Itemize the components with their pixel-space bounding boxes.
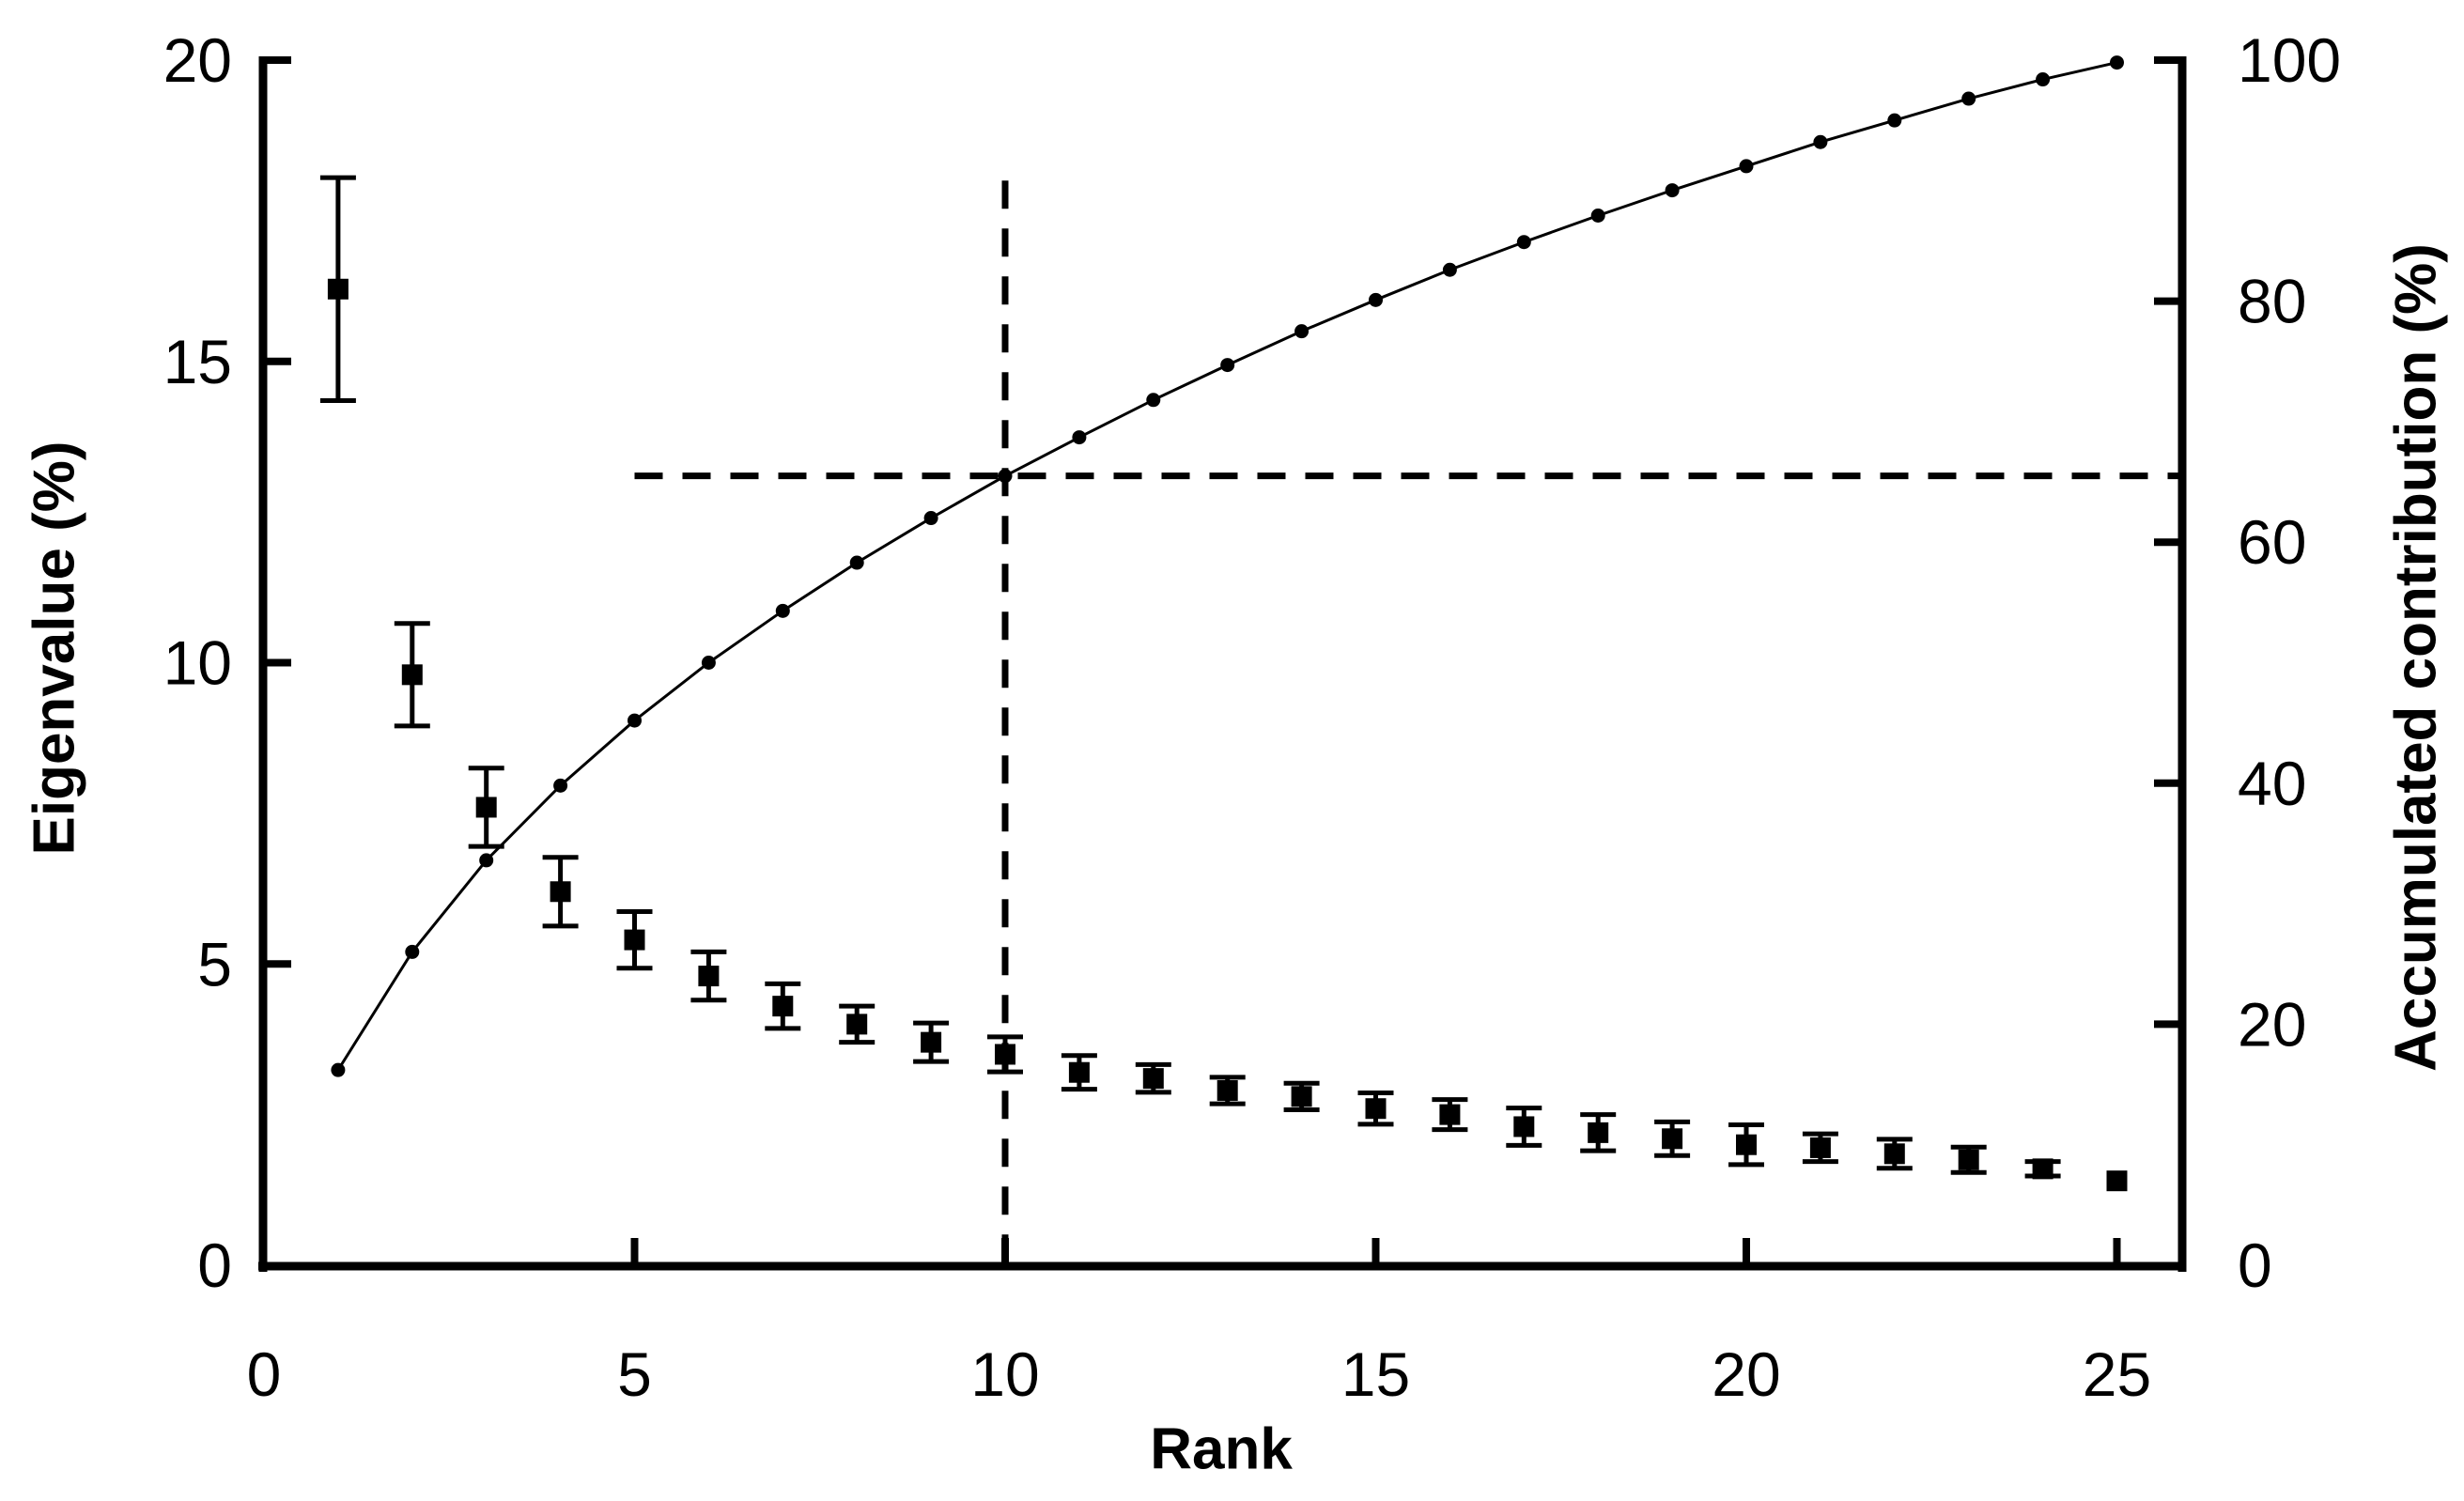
- left-axis-tick-label: 0: [197, 1230, 232, 1300]
- eigenvalue-point: [1365, 1098, 1387, 1120]
- eigenvalue-point: [921, 1031, 942, 1053]
- x-axis-tick-label: 15: [1341, 1339, 1410, 1409]
- x-axis-tick-label: 5: [617, 1339, 652, 1409]
- eigenvalue-point: [1068, 1061, 1090, 1083]
- eigenvalue-point: [327, 278, 349, 300]
- eigenvalue-point: [1291, 1086, 1312, 1107]
- x-axis-tick-label: 0: [247, 1339, 282, 1409]
- eigenvalue-point: [1736, 1134, 1757, 1155]
- accumulated-contribution-point: [628, 713, 642, 728]
- accumulated-contribution-point: [1369, 292, 1383, 307]
- left-axis-tick-label: 15: [163, 327, 232, 396]
- x-axis-tick-label: 20: [1712, 1339, 1780, 1409]
- left-axis-title: Eigenvalue (%): [22, 441, 87, 856]
- eigenvalue-point: [1883, 1143, 1905, 1165]
- x-axis-tick-label: 10: [970, 1339, 1039, 1409]
- eigenvalue-point: [846, 1014, 868, 1035]
- eigenvalue-point: [1958, 1149, 1979, 1170]
- eigenvalue-point: [1513, 1116, 1535, 1137]
- left-axis-tick-label: 5: [197, 929, 232, 998]
- eigenvalue-point: [698, 966, 720, 987]
- accumulated-contribution-point: [849, 555, 864, 570]
- accumulated-contribution-point: [1665, 183, 1680, 198]
- right-axis-tick-label: 80: [2238, 267, 2306, 336]
- eigenvalue-point: [550, 881, 571, 903]
- accumulated-contribution-point: [1813, 134, 1828, 149]
- eigenvalue-point: [2032, 1158, 2053, 1180]
- right-axis-tick-label: 20: [2238, 989, 2306, 1059]
- eigenvalue-point: [1662, 1128, 1683, 1150]
- accumulated-contribution-point: [1294, 324, 1309, 339]
- x-axis-title: Rank: [1150, 1416, 1293, 1482]
- right-axis-title: Accumulated contribution (%): [2383, 243, 2449, 1072]
- accumulated-contribution-point: [405, 944, 420, 959]
- left-axis-tick-label: 20: [163, 25, 232, 95]
- accumulated-contribution-point: [1887, 113, 1902, 128]
- accumulated-contribution-point: [1442, 262, 1457, 277]
- eigenvalue-point: [475, 797, 497, 818]
- eigenvalue-point: [1142, 1068, 1164, 1090]
- accumulated-contribution-line: [336, 61, 2117, 1071]
- accumulated-contribution-point: [2110, 55, 2124, 70]
- left-axis-tick-label: 10: [163, 628, 232, 698]
- right-axis-tick-label: 100: [2238, 25, 2341, 95]
- accumulated-contribution-point: [998, 469, 1013, 484]
- accumulated-contribution-point: [701, 656, 716, 670]
- eigenvalue-point: [624, 929, 645, 951]
- eigenvalue-point: [1439, 1104, 1461, 1125]
- eigenvalue-point: [2106, 1170, 2128, 1192]
- x-axis-tick-label: 25: [2083, 1339, 2151, 1409]
- accumulated-contribution-point: [479, 853, 494, 868]
- accumulated-contribution-point: [553, 778, 568, 793]
- accumulated-contribution-point: [1072, 430, 1087, 445]
- accumulated-contribution-point: [1739, 159, 1754, 174]
- accumulated-contribution-point: [1590, 209, 1605, 224]
- accumulated-contribution-point: [1220, 358, 1235, 373]
- accumulated-contribution-point: [1961, 91, 1976, 106]
- accumulated-contribution-point: [2036, 72, 2051, 87]
- accumulated-contribution-point: [1146, 393, 1161, 408]
- eigenvalue-point: [995, 1044, 1015, 1065]
- eigenvalue-point: [401, 664, 423, 686]
- accumulated-contribution-point: [775, 603, 790, 618]
- accumulated-contribution-point: [331, 1062, 346, 1077]
- accumulated-contribution-point: [923, 511, 938, 526]
- right-axis-tick-label: 0: [2238, 1230, 2272, 1300]
- accumulated-contribution-point: [1516, 235, 1531, 250]
- eigenvalue-point: [1809, 1137, 1831, 1158]
- right-axis-tick-label: 60: [2238, 507, 2306, 577]
- eigenvalue-point: [772, 996, 794, 1017]
- right-axis-tick-label: 40: [2238, 749, 2306, 818]
- eigenvalue-point: [1588, 1122, 1609, 1143]
- eigenvalue-point: [1217, 1079, 1238, 1101]
